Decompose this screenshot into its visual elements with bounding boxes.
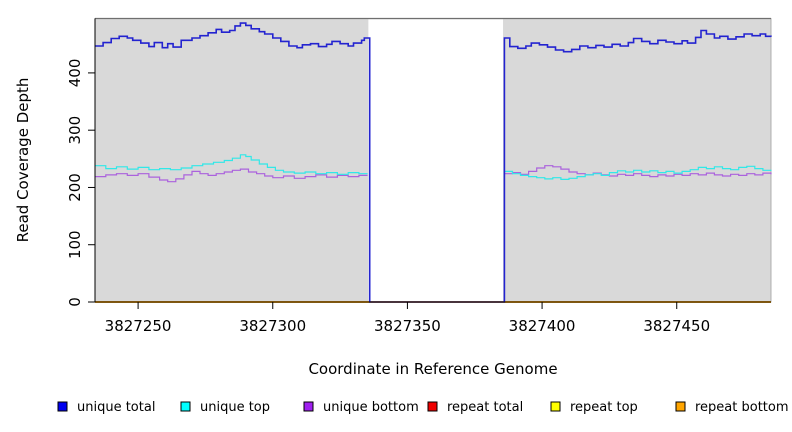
legend-label-repeat-bottom: repeat bottom <box>695 400 789 415</box>
legend-label-repeat-top: repeat top <box>570 400 638 415</box>
legend-swatch-unique-top <box>180 401 191 412</box>
x-tick-label: 3827300 <box>239 317 306 335</box>
x-axis-title: Coordinate in Reference Genome <box>308 360 557 378</box>
legend-item-repeat-bottom: repeat bottom <box>675 400 789 415</box>
legend-label-unique-total: unique total <box>77 400 155 415</box>
y-tick-label: 0 <box>66 297 84 307</box>
legend-item-unique-top: unique top <box>180 400 270 415</box>
y-tick-label: 300 <box>66 116 84 145</box>
y-axis-title: Read Coverage Depth <box>14 78 32 243</box>
series-line-unique-bottom <box>95 168 368 183</box>
x-tick-label: 3827350 <box>374 317 441 335</box>
series-line-unique-top <box>95 154 368 175</box>
y-tick-label: 200 <box>66 173 84 202</box>
series-line-unique-bottom <box>504 165 772 178</box>
legend: unique total unique top unique bottom repea… <box>57 400 789 415</box>
series-line-unique-total <box>95 22 772 303</box>
y-tick-label: 400 <box>66 59 84 88</box>
legend-item-repeat-total: repeat total <box>427 400 523 415</box>
y-tick-label: 100 <box>66 230 84 259</box>
legend-swatch-unique-bottom <box>303 401 314 412</box>
legend-swatch-repeat-top <box>550 401 561 412</box>
legend-label-repeat-total: repeat total <box>447 400 523 415</box>
x-tick-label: 3827400 <box>509 317 576 335</box>
legend-item-repeat-top: repeat top <box>550 400 638 415</box>
legend-label-unique-top: unique top <box>200 400 270 415</box>
masked-region <box>368 19 504 302</box>
x-tick-label: 3827450 <box>643 317 710 335</box>
series-line-unique-top <box>504 165 772 180</box>
legend-label-unique-bottom: unique bottom <box>323 400 419 415</box>
legend-swatch-unique-total <box>57 401 68 412</box>
legend-item-unique-total: unique total <box>57 400 155 415</box>
legend-swatch-repeat-bottom <box>675 401 686 412</box>
legend-item-unique-bottom: unique bottom <box>303 400 419 415</box>
legend-swatch-repeat-total <box>427 401 438 412</box>
x-tick-label: 3827250 <box>105 317 172 335</box>
